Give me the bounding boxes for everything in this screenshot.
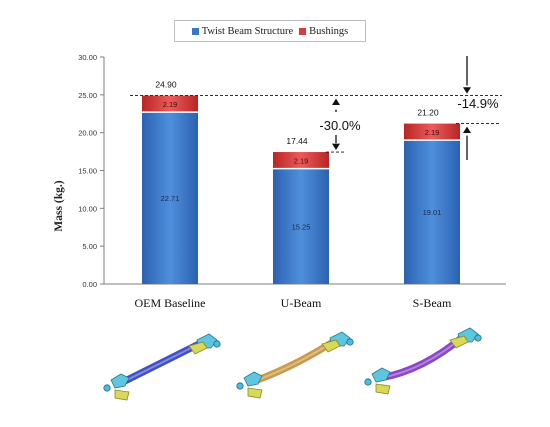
bar-bushings	[404, 123, 460, 141]
bar-bushings	[273, 152, 329, 169]
y-tick-label: 15.00	[78, 167, 97, 176]
data-label-bushings: 2.19	[294, 156, 309, 165]
data-label-twist-beam: 19.01	[423, 208, 442, 217]
u-beam-reduction-label: -30.0%	[319, 118, 361, 133]
u-beam-arrow-up-head	[332, 98, 340, 105]
y-tick-label: 30.00	[78, 53, 97, 62]
bar-twist-beam	[142, 112, 198, 284]
data-label-twist-beam: 15.25	[292, 222, 311, 231]
s-beam-arrow-down-head	[463, 87, 471, 94]
x-tick-label: OEM Baseline	[135, 296, 206, 310]
bar-twist-beam	[273, 168, 329, 284]
bar-twist-beam	[404, 140, 460, 284]
legend-item-twist-beam: Twist Beam Structure	[191, 25, 294, 37]
y-axis-title: Mass (kg.)	[53, 180, 65, 231]
legend-swatch-twist-beam	[191, 27, 199, 35]
y-tick-label: 10.00	[78, 204, 97, 213]
oem-baseline-part-image	[103, 333, 221, 401]
x-tick-label: S-Beam	[413, 296, 452, 310]
x-tick-label: U-Beam	[281, 296, 322, 310]
data-label-total: 17.44	[286, 136, 308, 146]
legend-swatch-bushings	[299, 27, 307, 35]
data-label-bushings: 2.19	[163, 100, 178, 109]
y-tick-label: 5.00	[82, 242, 97, 251]
data-label-total: 24.90	[155, 80, 177, 90]
legend-label-twist-beam: Twist Beam Structure	[201, 25, 294, 37]
u-beam-arrow-down-head	[332, 143, 340, 151]
s-beam-arrow-up-head	[463, 126, 471, 133]
u-beam-part-image	[236, 331, 354, 399]
bar-bushings	[142, 95, 198, 113]
data-label-total: 21.20	[417, 108, 439, 118]
s-beam-reduction-label: -14.9%	[457, 96, 499, 111]
legend-item-bushings: Bushings	[299, 26, 348, 37]
legend: Twist Beam Structure Bushings	[174, 20, 366, 42]
y-tick-label: 25.00	[78, 91, 97, 100]
data-label-bushings: 2.19	[425, 128, 440, 137]
data-label-twist-beam: 22.71	[161, 194, 180, 203]
s-beam-part-image	[364, 327, 482, 395]
y-tick-label: 0.00	[82, 280, 97, 289]
legend-label-bushings: Bushings	[309, 25, 349, 37]
y-tick-label: 20.00	[78, 129, 97, 138]
